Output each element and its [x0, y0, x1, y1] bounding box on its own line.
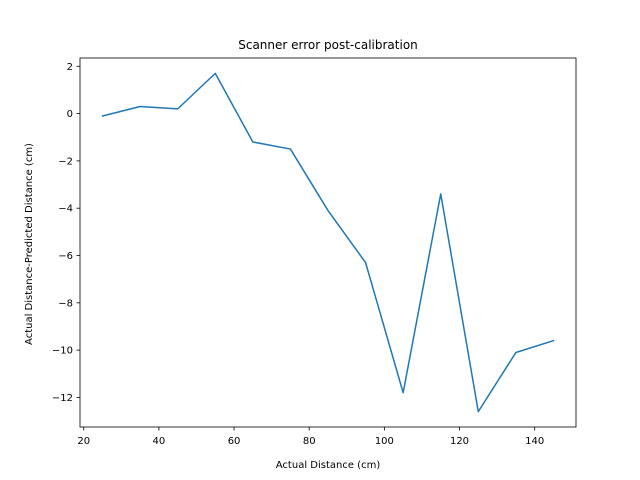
y-tick-label: −10	[52, 346, 73, 357]
y-tick-label: −8	[58, 298, 73, 309]
x-tick-label: 60	[228, 436, 241, 447]
y-tick-label: 0	[67, 109, 73, 120]
x-tick-label: 120	[450, 436, 469, 447]
x-tick-label: 40	[153, 436, 166, 447]
y-tick-label: 2	[67, 62, 73, 73]
series-line-0	[101, 72, 555, 413]
chart-title: Scanner error post-calibration	[238, 38, 418, 52]
x-axis-title: Actual Distance (cm)	[276, 460, 381, 471]
y-axis-title: Actual Distance-Predicted Distance (cm)	[24, 143, 35, 345]
x-tick-label: 80	[303, 436, 316, 447]
x-tick-label: 20	[77, 436, 90, 447]
plot-frame	[79, 57, 577, 428]
y-tick-label: −6	[58, 251, 73, 262]
x-tick-label: 100	[375, 436, 394, 447]
x-tick-label: 140	[525, 436, 544, 447]
y-tick-label: −4	[58, 204, 73, 215]
y-tick-label: −12	[52, 393, 73, 404]
y-tick-label: −2	[58, 156, 73, 167]
